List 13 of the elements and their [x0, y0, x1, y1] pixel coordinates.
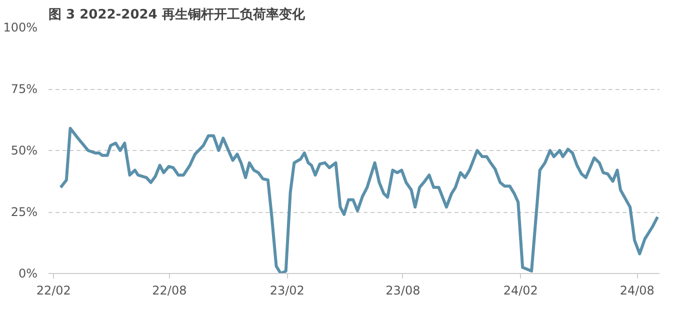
chart-title: 图 3 2022-2024 再生铜杆开工负荷率变化 [48, 6, 306, 22]
y-tick-label: 100% [3, 20, 38, 34]
y-tick-label: 0% [18, 266, 38, 280]
line-series [59, 126, 660, 274]
y-tick-label: 75% [10, 82, 38, 96]
x-tick-label: 24/08 [620, 284, 654, 298]
x-tick-label: 23/08 [386, 284, 420, 298]
x-tick-label: 22/08 [152, 284, 187, 298]
y-tick-label: 25% [10, 205, 38, 219]
x-tick-label: 23/02 [270, 284, 304, 298]
x-tick-label: 22/02 [36, 284, 71, 298]
y-tick-label: 50% [10, 144, 38, 158]
x-tick-label: 24/02 [503, 284, 538, 298]
